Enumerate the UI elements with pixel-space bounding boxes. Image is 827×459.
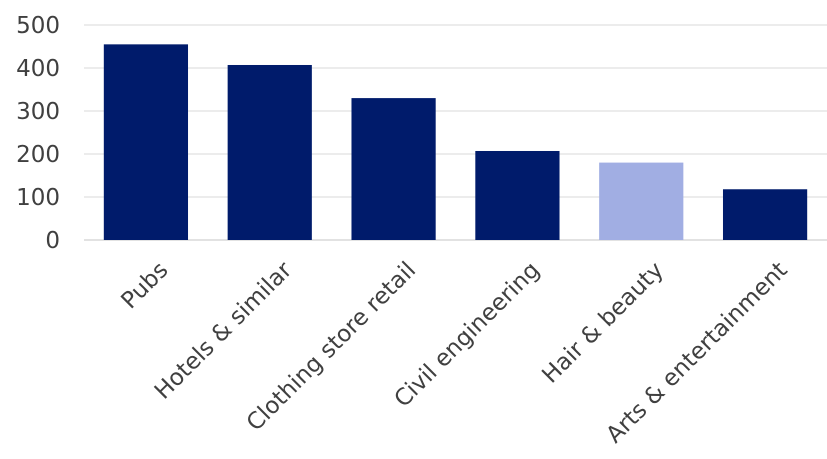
bar-clothing-store-retail <box>351 98 436 240</box>
y-tick-label: 200 <box>16 142 60 168</box>
bar-pubs <box>103 44 189 240</box>
x-tick-label: Pubs <box>116 257 173 314</box>
y-tick-label: 100 <box>16 185 60 211</box>
bar-hair-beauty <box>599 162 684 240</box>
bar-hotels-similar <box>227 64 312 241</box>
y-tick-label: 500 <box>16 13 60 39</box>
x-tick-label: Hair & beauty <box>537 257 668 388</box>
y-tick-label: 400 <box>16 56 60 82</box>
y-axis-ticks: 0 100 200 300 400 500 <box>16 13 60 254</box>
bar-civil-engineering <box>475 150 560 240</box>
bars <box>103 44 808 241</box>
gridlines <box>84 24 827 241</box>
bar-arts-entertainment <box>722 189 808 240</box>
y-tick-label: 300 <box>16 99 60 125</box>
x-tick-label: Hotels & similar <box>150 257 298 405</box>
y-tick-label: 0 <box>45 228 60 254</box>
